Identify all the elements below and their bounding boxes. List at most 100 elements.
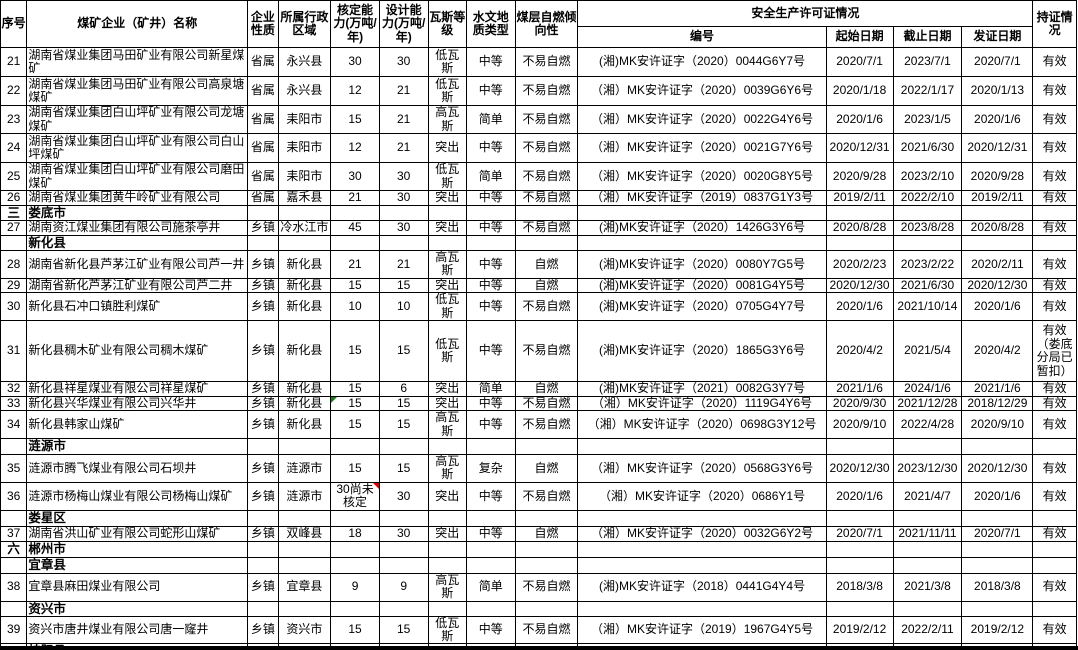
cell-end-date[interactable]: 2021/6/30 bbox=[892, 133, 963, 163]
cell-start-date[interactable]: 2020/1/6 bbox=[825, 292, 894, 322]
cell-nature[interactable]: 乡镇 bbox=[247, 572, 279, 602]
cell-status[interactable]: 有效 bbox=[1032, 190, 1077, 206]
cell-end-date[interactable]: 2022/1/17 bbox=[892, 76, 963, 106]
cell-design-capacity[interactable] bbox=[378, 643, 429, 646]
cell-status[interactable] bbox=[1032, 205, 1077, 221]
cell-gas-grade[interactable] bbox=[427, 556, 467, 574]
cell-status[interactable]: 有效 bbox=[1032, 572, 1077, 602]
cell-name[interactable]: 新化县 bbox=[26, 235, 249, 251]
cell-approved-capacity[interactable]: 15 bbox=[330, 615, 380, 645]
cell-nature[interactable]: 乡镇 bbox=[247, 292, 279, 322]
cell-design-capacity[interactable] bbox=[378, 540, 429, 558]
cell-status[interactable]: 有效 bbox=[1032, 453, 1077, 483]
cell-design-capacity[interactable]: 30 bbox=[378, 525, 429, 542]
cell-status[interactable] bbox=[1032, 600, 1077, 617]
cell-name[interactable]: 湖南省新化芦茅江矿业有限公司芦二井 bbox=[26, 277, 249, 294]
cell-permit-number[interactable]: (湘)MK安许证字（2020）0080Y7G5号 bbox=[577, 250, 827, 279]
cell-nature[interactable] bbox=[247, 205, 279, 221]
cell-name[interactable]: 资兴市 bbox=[26, 600, 249, 617]
cell-permit-number[interactable] bbox=[577, 235, 827, 251]
cell-combustion-tendency[interactable]: 不易自燃 bbox=[514, 220, 579, 236]
cell-hydro-type[interactable]: 简单 bbox=[466, 105, 516, 134]
cell-end-date[interactable]: 2021/11/11 bbox=[892, 525, 963, 542]
cell-end-date[interactable]: 2022/4/28 bbox=[892, 410, 963, 439]
cell-gas-grade[interactable]: 突出 bbox=[427, 481, 467, 511]
cell-gas-grade[interactable]: 低瓦斯 bbox=[427, 320, 467, 383]
cell-region[interactable] bbox=[277, 643, 332, 646]
cell-end-date[interactable] bbox=[892, 235, 963, 251]
cell-hydro-type[interactable]: 中等 bbox=[466, 47, 516, 77]
cell-name[interactable]: 湖南省新化县芦茅江矿业有限公司芦一井 bbox=[26, 250, 249, 279]
cell-permit-number[interactable]: （湘）MK安许证字（2019）0837G1Y3号 bbox=[577, 190, 827, 206]
cell-end-date[interactable]: 2021/12/28 bbox=[892, 395, 963, 412]
cell-gas-grade[interactable] bbox=[427, 600, 467, 617]
cell-issue-date[interactable]: 2020/12/30 bbox=[961, 277, 1034, 294]
cell-nature[interactable]: 省属 bbox=[247, 47, 279, 77]
cell-serial[interactable]: 24 bbox=[0, 133, 28, 163]
cell-combustion-tendency[interactable]: 不易自燃 bbox=[514, 410, 579, 439]
cell-approved-capacity[interactable]: 15 bbox=[330, 381, 380, 397]
cell-combustion-tendency[interactable] bbox=[514, 540, 579, 558]
cell-approved-capacity[interactable]: 30尚未核定 bbox=[330, 481, 380, 511]
cell-permit-number[interactable]: (湘)MK安许证字（2020）1865G3Y6号 bbox=[577, 320, 827, 383]
cell-hydro-type[interactable]: 中等 bbox=[466, 481, 516, 511]
cell-design-capacity[interactable]: 15 bbox=[378, 395, 429, 412]
cell-combustion-tendency[interactable]: 不易自燃 bbox=[514, 76, 579, 106]
cell-end-date[interactable]: 2023/2/10 bbox=[892, 162, 963, 191]
cell-gas-grade[interactable]: 突出 bbox=[427, 395, 467, 412]
cell-serial[interactable]: 六 bbox=[0, 540, 28, 558]
cell-gas-grade[interactable] bbox=[427, 235, 467, 251]
cell-start-date[interactable]: 2020/1/18 bbox=[825, 76, 894, 106]
cell-end-date[interactable]: 2023/12/30 bbox=[892, 453, 963, 483]
cell-status[interactable] bbox=[1032, 235, 1077, 251]
cell-combustion-tendency[interactable]: 自燃 bbox=[514, 250, 579, 279]
cell-issue-date[interactable]: 2020/2/11 bbox=[961, 250, 1034, 279]
cell-combustion-tendency[interactable]: 不易自燃 bbox=[514, 292, 579, 322]
cell-design-capacity[interactable]: 30 bbox=[378, 481, 429, 511]
cell-nature[interactable]: 乡镇 bbox=[247, 481, 279, 511]
cell-start-date[interactable] bbox=[825, 643, 894, 646]
cell-serial[interactable]: 三 bbox=[0, 205, 28, 221]
cell-combustion-tendency[interactable]: 自燃 bbox=[514, 453, 579, 483]
cell-serial[interactable]: 33 bbox=[0, 395, 28, 412]
cell-name[interactable]: 湖南省煤业集团白山坪矿业有限公司龙塘煤矿 bbox=[26, 105, 249, 134]
cell-issue-date[interactable] bbox=[961, 437, 1034, 455]
cell-approved-capacity[interactable]: 21 bbox=[330, 190, 380, 206]
cell-approved-capacity[interactable]: 15 bbox=[330, 277, 380, 294]
cell-issue-date[interactable]: 2018/12/29 bbox=[961, 395, 1034, 412]
cell-combustion-tendency[interactable]: 自燃 bbox=[514, 525, 579, 542]
cell-serial[interactable] bbox=[0, 556, 28, 574]
cell-nature[interactable] bbox=[247, 235, 279, 251]
cell-status[interactable]: 有效 bbox=[1032, 615, 1077, 645]
cell-hydro-type[interactable] bbox=[466, 556, 516, 574]
cell-serial[interactable] bbox=[0, 643, 28, 646]
cell-end-date[interactable]: 2021/5/4 bbox=[892, 320, 963, 383]
cell-approved-capacity[interactable]: 45 bbox=[330, 220, 380, 236]
cell-status[interactable] bbox=[1032, 437, 1077, 455]
cell-end-date[interactable] bbox=[892, 509, 963, 527]
cell-gas-grade[interactable]: 高瓦斯 bbox=[427, 572, 467, 602]
cell-end-date[interactable] bbox=[892, 540, 963, 558]
cell-region[interactable] bbox=[277, 509, 332, 527]
cell-name[interactable]: 新化县祥星煤业有限公司祥星煤矿 bbox=[26, 381, 249, 397]
cell-status[interactable]: 有效 bbox=[1032, 381, 1077, 397]
cell-name[interactable]: 娄星区 bbox=[26, 509, 249, 527]
cell-issue-date[interactable] bbox=[961, 235, 1034, 251]
cell-issue-date[interactable]: 2019/2/12 bbox=[961, 615, 1034, 645]
cell-gas-grade[interactable]: 高瓦斯 bbox=[427, 453, 467, 483]
cell-end-date[interactable] bbox=[892, 643, 963, 646]
cell-nature[interactable] bbox=[247, 509, 279, 527]
cell-serial[interactable]: 22 bbox=[0, 76, 28, 106]
cell-nature[interactable]: 乡镇 bbox=[247, 381, 279, 397]
cell-combustion-tendency[interactable]: 不易自燃 bbox=[514, 47, 579, 77]
cell-serial[interactable]: 35 bbox=[0, 453, 28, 483]
cell-status[interactable]: 有效 bbox=[1032, 47, 1077, 77]
cell-region[interactable] bbox=[277, 540, 332, 558]
cell-hydro-type[interactable]: 中等 bbox=[466, 410, 516, 439]
cell-design-capacity[interactable]: 30 bbox=[378, 220, 429, 236]
cell-issue-date[interactable] bbox=[961, 556, 1034, 574]
cell-design-capacity[interactable]: 10 bbox=[378, 292, 429, 322]
cell-serial[interactable] bbox=[0, 509, 28, 527]
cell-nature[interactable]: 省属 bbox=[247, 105, 279, 134]
cell-design-capacity[interactable]: 9 bbox=[378, 572, 429, 602]
